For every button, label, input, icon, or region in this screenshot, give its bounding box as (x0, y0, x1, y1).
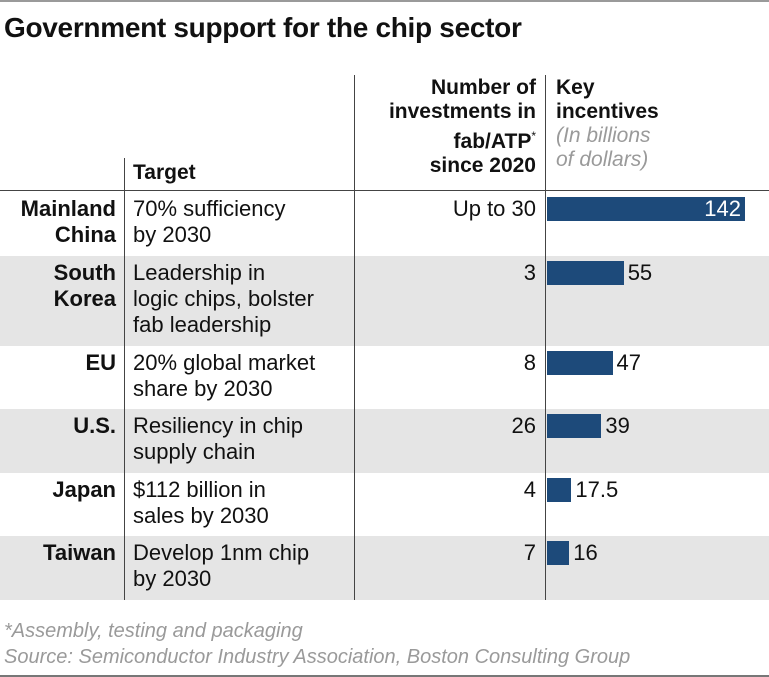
target-text-line: logic chips, bolster (133, 286, 314, 311)
target-text-line: by 2030 (133, 222, 212, 247)
table-row: Mainland China 70% sufficiency by 2030 Up to… (0, 192, 769, 256)
target-text-line: share by 2030 (133, 376, 273, 401)
target-text-line: by 2030 (133, 566, 212, 591)
incentive-value: 55 (627, 260, 653, 285)
header-line: since 2020 (429, 154, 536, 177)
country-label-line: Mainland (20, 196, 116, 221)
incentive-value: 17.5 (575, 477, 619, 502)
target-text: Resiliency in chip supply chain (133, 413, 353, 465)
target-text: 20% global market share by 2030 (133, 350, 353, 402)
country-label-line: China (54, 222, 116, 247)
column-divider (545, 75, 546, 600)
header-line-text: fab/ATP (453, 130, 532, 153)
header-unit: of dollars) (556, 148, 649, 171)
header-target: Target (133, 161, 196, 184)
chart-title: Government support for the chip sector (4, 12, 522, 43)
investment-count: Up to 30 (452, 196, 536, 221)
country-label-line: EU (85, 350, 116, 375)
incentive-bar (547, 261, 624, 285)
country-label-line: South (53, 260, 116, 285)
investment-count: 26 (511, 413, 536, 438)
incentive-value: 16 (573, 540, 598, 565)
target-text: Leadership in logic chips, bolster fab lea… (133, 260, 353, 338)
footnote: *Assembly, testing and packaging (4, 620, 303, 642)
target-text-line: 20% global market (133, 350, 316, 375)
incentive-bar (547, 197, 745, 221)
investment-count: 8 (523, 350, 536, 375)
incentive-value: 47 (616, 350, 642, 375)
target-text: $112 billion in sales by 2030 (133, 477, 353, 529)
table-row: U.S. Resiliency in chip supply chain 26 39 (0, 409, 769, 473)
target-text-line: 70% sufficiency (133, 196, 286, 221)
header-unit: (In billions (556, 124, 651, 147)
country-label-line: Japan (52, 477, 116, 502)
country-label: Taiwan (0, 540, 116, 566)
target-text: Develop 1nm chip by 2030 (133, 540, 353, 592)
country-label: U.S. (0, 413, 116, 439)
top-rule (0, 0, 769, 2)
incentive-value: 142 (704, 196, 741, 221)
target-text-line: Resiliency in chip (133, 413, 303, 438)
incentive-value: 39 (605, 413, 630, 438)
target-text-line: sales by 2030 (133, 503, 269, 528)
table-row: Taiwan Develop 1nm chip by 2030 7 16 (0, 536, 769, 600)
country-label: Japan (0, 477, 116, 503)
header-rule (0, 190, 769, 191)
column-divider (124, 158, 125, 600)
header-line: fab/ATP* (336, 124, 536, 154)
target-text-line: supply chain (133, 439, 256, 464)
country-label: EU (0, 350, 116, 376)
target-text: 70% sufficiency by 2030 (133, 196, 353, 248)
country-label: Mainland China (0, 196, 116, 248)
header-investments: Number of investments in fab/ATP* since … (336, 76, 536, 178)
investment-count: 7 (523, 540, 536, 565)
table-row: Japan $112 billion in sales by 2030 4 17.5 (0, 473, 769, 536)
column-divider (354, 75, 355, 600)
header-line: Key (556, 76, 595, 99)
source: Source: Semiconductor Industry Associati… (4, 646, 631, 668)
bottom-rule (0, 675, 769, 677)
country-label-line: Korea (53, 286, 116, 311)
asterisk: * (531, 129, 536, 143)
target-text-line: $112 billion in (133, 477, 266, 502)
country-label-line: U.S. (73, 413, 116, 438)
country-label: South Korea (0, 260, 116, 312)
investment-count: 4 (523, 477, 536, 502)
incentive-bar (547, 414, 602, 438)
table-row: EU 20% global market share by 2030 8 47 (0, 346, 769, 409)
target-text-line: fab leadership (133, 312, 272, 337)
header-line: incentives (556, 100, 659, 123)
header-line: investments in (388, 100, 536, 123)
target-text-line: Develop 1nm chip (133, 540, 310, 565)
country-label-line: Taiwan (43, 540, 116, 565)
incentive-bar (547, 541, 570, 565)
header-line: Number of (431, 76, 536, 99)
incentive-bar (547, 478, 572, 502)
incentive-bar (547, 351, 613, 375)
table-row: South Korea Leadership in logic chips, bols… (0, 256, 769, 346)
header-incentives: Key incentives (In billions of dollars) (556, 76, 659, 172)
target-text-line: Leadership in (133, 260, 266, 285)
investment-count: 3 (523, 260, 536, 285)
